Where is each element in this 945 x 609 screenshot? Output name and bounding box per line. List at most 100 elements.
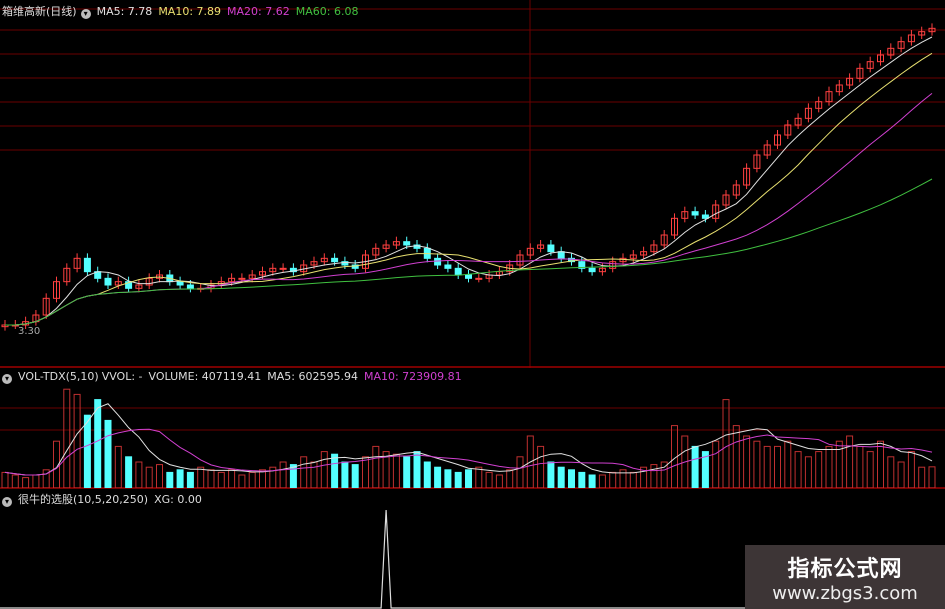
- vol-name: VOL-TDX(5,10): [18, 370, 99, 383]
- settings-icon[interactable]: ▾: [80, 9, 91, 19]
- volume-bar: [176, 469, 184, 488]
- candle: [753, 154, 761, 169]
- candle: [516, 254, 524, 266]
- volume-bar: [712, 440, 720, 488]
- candle: [465, 274, 472, 279]
- volume-bar: [403, 456, 411, 488]
- candle: [887, 47, 895, 56]
- candle: [897, 41, 905, 49]
- volume-header: ▾ VOL-TDX(5,10) VVOL: - VOLUME: 407119.41 MA…: [2, 370, 468, 384]
- volume-bar: [331, 453, 339, 488]
- volume-bar: [217, 471, 225, 488]
- settings-icon[interactable]: ▾: [2, 374, 12, 384]
- volume-bar: [475, 466, 483, 488]
- candle: [866, 61, 874, 69]
- vol-ma10-label: MA10: 723909.81: [363, 370, 462, 383]
- candle: [547, 244, 555, 253]
- ma5-line: [5, 36, 933, 326]
- volume-bar: [289, 464, 297, 488]
- volume-bar: [465, 469, 472, 488]
- candle: [228, 277, 236, 283]
- candle: [877, 54, 884, 63]
- volume-bar: [423, 461, 431, 488]
- volume-bar: [526, 435, 534, 488]
- vol-ma10-line: [4, 428, 933, 476]
- volume-bar: [104, 419, 112, 488]
- candle: [835, 84, 843, 93]
- xg-label: XG: 0.00: [154, 493, 202, 506]
- candle: [763, 144, 771, 156]
- volume-bar: [238, 474, 246, 488]
- volume-bar: [485, 471, 493, 488]
- volume-bar: [413, 451, 421, 488]
- ma20-line: [5, 92, 933, 326]
- candle: [712, 204, 720, 219]
- volume-series: [1, 388, 936, 488]
- candle: [907, 34, 915, 43]
- volume-bar: [835, 440, 843, 488]
- volume-bar: [887, 456, 895, 488]
- candle: [135, 284, 143, 289]
- ma10-label: MA10: 7.89: [158, 5, 222, 18]
- ma60-line: [5, 178, 933, 326]
- price-series: [1, 23, 936, 331]
- candle: [156, 274, 163, 279]
- candle: [928, 27, 936, 33]
- volume-bar: [156, 464, 163, 488]
- candle: [691, 211, 699, 216]
- vvol-label: VVOL: -: [101, 370, 143, 383]
- candle: [186, 284, 194, 289]
- volume-bar: [846, 435, 854, 488]
- volume-bar: [877, 440, 884, 488]
- stock-title: 箱维高新(日线): [2, 5, 77, 18]
- volume-bar: [701, 451, 709, 488]
- ma10-line: [5, 52, 933, 326]
- volume-bar: [259, 469, 266, 488]
- volume-bar: [135, 461, 143, 488]
- candle: [588, 267, 596, 273]
- candle: [856, 67, 864, 79]
- indicator-header: ▾ 很牛的选股(10,5,20,250) XG: 0.00: [2, 491, 208, 507]
- volume-bar: [506, 469, 514, 488]
- volume-bar: [207, 469, 215, 488]
- candle: [310, 261, 318, 266]
- volume-bar: [866, 451, 874, 488]
- candle: [114, 281, 122, 286]
- candle: [63, 267, 71, 283]
- candle: [53, 281, 60, 299]
- volume-bar: [815, 451, 823, 488]
- volume-bar: [94, 399, 102, 488]
- indicator-name: 很牛的选股(10,5,20,250): [18, 493, 149, 506]
- volume-bar: [269, 466, 277, 488]
- candle: [248, 274, 256, 279]
- volume-bar: [743, 435, 751, 488]
- watermark-url: www.zbgs3.com: [772, 583, 918, 604]
- candle: [145, 277, 153, 286]
- volume-bar: [578, 471, 586, 488]
- candle: [526, 247, 534, 256]
- volume-bar: [166, 471, 174, 488]
- volume-bar: [547, 461, 555, 488]
- candle: [176, 281, 184, 286]
- vol-ma5-line: [4, 403, 933, 476]
- ma5-label: MA5: 7.78: [96, 5, 153, 18]
- volume-bar: [197, 466, 205, 488]
- price-header: 箱维高新(日线) ▾ MA5: 7.78 MA10: 7.89 MA20: 7.62 MA…: [2, 3, 364, 19]
- volume-bar: [588, 474, 596, 488]
- settings-icon[interactable]: ▾: [2, 497, 12, 507]
- volume-bar: [794, 451, 802, 488]
- volume-bar: [320, 451, 328, 488]
- volume-bar: [557, 466, 565, 488]
- volume-bar: [763, 445, 771, 488]
- candle: [629, 254, 637, 259]
- volume-bar: [454, 471, 462, 488]
- candle: [279, 267, 287, 270]
- volume-bar: [629, 471, 637, 488]
- volume-bar: [856, 445, 864, 488]
- volume-bar: [609, 471, 617, 488]
- candle: [671, 217, 678, 236]
- volume-bar: [784, 440, 792, 488]
- volume-bar: [22, 477, 30, 488]
- volume-bar: [918, 466, 926, 488]
